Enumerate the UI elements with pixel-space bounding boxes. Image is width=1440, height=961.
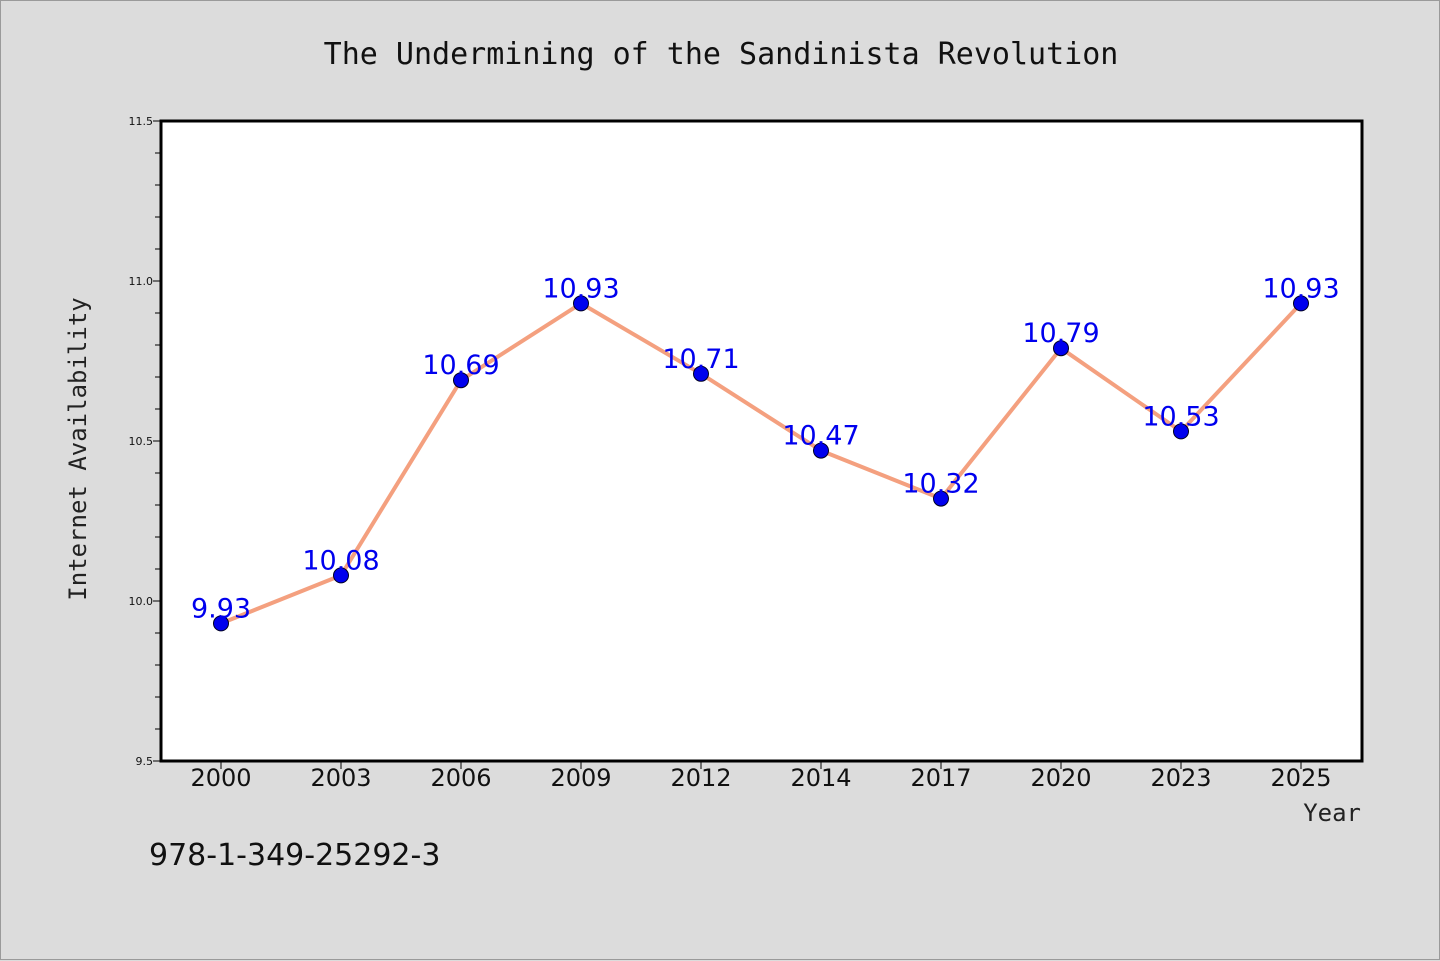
data-label: 10.93 (542, 273, 619, 304)
data-label: 10.53 (1142, 401, 1219, 432)
x-tick-label: 2009 (550, 764, 611, 792)
data-point (1053, 340, 1069, 357)
x-tick-label: 2020 (1030, 764, 1091, 792)
data-point (693, 365, 709, 382)
series-line (219, 301, 1303, 626)
x-tick-label: 2003 (310, 764, 371, 792)
x-tick-label: 2014 (790, 764, 851, 792)
data-label: 10.93 (1262, 273, 1339, 304)
data-label: 10.32 (902, 469, 979, 500)
x-axis-label: Year (1303, 799, 1361, 827)
x-tick-label: 2025 (1270, 764, 1331, 792)
y-tick-label: 11.5 (129, 115, 154, 128)
x-tick-label: 2012 (670, 764, 731, 792)
data-point (1293, 295, 1309, 312)
x-tick-label: 2017 (910, 764, 971, 792)
data-point (453, 372, 469, 389)
x-tick-label: 2006 (430, 764, 491, 792)
y-tick-label: 10.0 (129, 595, 154, 608)
data-point (1173, 423, 1189, 440)
chart-title: The Undermining of the Sandinista Revolu… (324, 37, 1119, 72)
x-axis: 2000 2003 2006 2009 2012 2014 2017 2020 2023 2025 (190, 761, 1332, 792)
plot-area (159, 119, 1364, 763)
y-tick-label: 10.5 (129, 435, 154, 448)
data-label: 10.79 (1022, 318, 1099, 349)
data-point (933, 490, 949, 507)
data-point (333, 567, 349, 584)
data-label: 10.08 (302, 545, 379, 576)
y-tick-label: 11.0 (129, 275, 154, 288)
y-axis: 9.5 10.0 10.5 11.0 11.5 (129, 115, 161, 768)
data-point (573, 295, 589, 312)
y-axis-label: Internet Availability (64, 297, 92, 600)
data-label: 10.47 (782, 421, 859, 452)
y-tick-label: 9.5 (136, 755, 154, 768)
series-line-group: 9.93 10.08 10.69 10.93 10.71 10.47 10.32 10.79 1… (191, 273, 1340, 632)
data-label: 10.69 (422, 350, 499, 381)
data-point (813, 442, 829, 459)
data-label: 10.71 (662, 344, 739, 375)
isbn-footnote: 978-1-349-25292-3 (149, 838, 440, 873)
x-tick-label: 2000 (190, 764, 251, 792)
data-point (213, 615, 229, 632)
x-tick-label: 2023 (1150, 764, 1211, 792)
data-label: 9.93 (191, 593, 251, 624)
